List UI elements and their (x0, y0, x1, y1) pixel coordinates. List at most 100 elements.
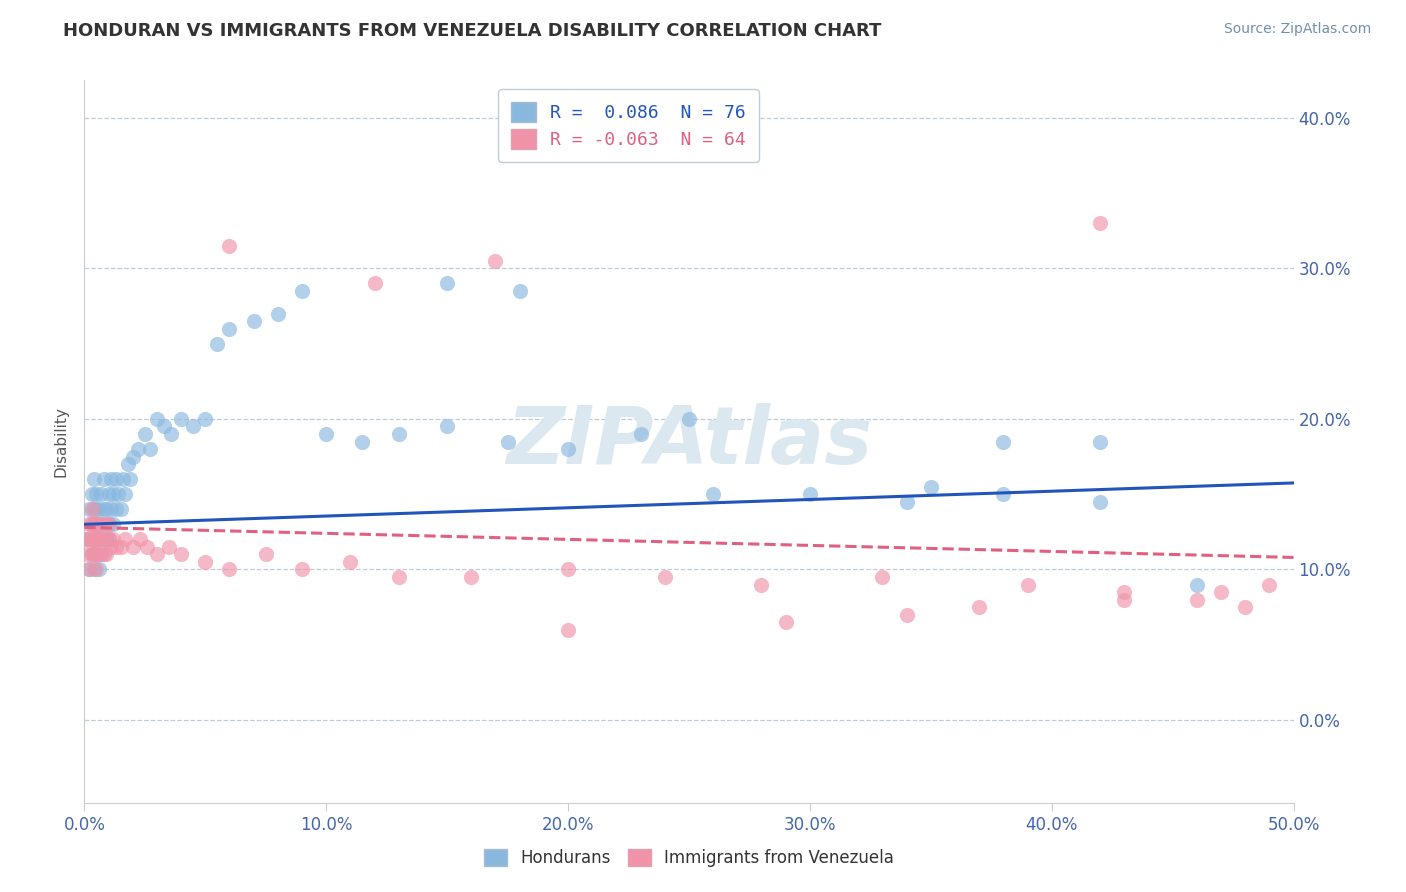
Point (86, 517, 108, 532)
Point (388, 427, 411, 442)
Point (242, 314, 264, 328)
Point (80, 517, 103, 532)
Point (77, 502, 100, 516)
Point (1185, 577, 1208, 591)
Point (146, 412, 169, 426)
Point (194, 555, 217, 569)
Point (93, 502, 115, 516)
Point (1114, 592, 1136, 607)
Point (630, 427, 652, 442)
Point (80, 533, 103, 547)
Point (107, 487, 129, 501)
Point (127, 442, 149, 456)
Point (129, 533, 152, 547)
Point (97, 533, 120, 547)
Point (872, 570, 894, 584)
Point (77, 517, 100, 532)
Point (1088, 494, 1111, 508)
Point (134, 427, 156, 442)
Point (86, 562, 108, 576)
Point (1017, 577, 1039, 591)
Point (291, 562, 314, 576)
Point (87, 533, 110, 547)
Point (104, 472, 127, 486)
Point (121, 450, 143, 464)
Point (94, 517, 117, 532)
Point (436, 277, 458, 291)
Y-axis label: Disability: Disability (53, 406, 69, 477)
Point (104, 540, 127, 554)
Point (90, 533, 112, 547)
Point (80, 548, 103, 562)
Point (967, 600, 990, 615)
Point (90, 533, 112, 547)
Point (100, 472, 122, 486)
Point (77, 562, 100, 576)
Point (352, 434, 374, 449)
Point (86, 502, 108, 516)
Point (267, 307, 290, 321)
Point (87, 548, 110, 562)
Point (76, 533, 98, 547)
Point (1088, 434, 1111, 449)
Point (170, 548, 193, 562)
Point (80, 517, 103, 532)
Point (460, 570, 482, 584)
Point (87, 562, 110, 576)
Point (86, 517, 108, 532)
Point (76, 533, 98, 547)
Point (110, 502, 132, 516)
Point (86, 487, 108, 501)
Point (509, 284, 531, 298)
Point (1114, 585, 1136, 599)
Point (484, 253, 506, 268)
Point (896, 494, 918, 508)
Point (157, 540, 180, 554)
Point (153, 419, 176, 434)
Text: ZIPAtlas: ZIPAtlas (506, 402, 872, 481)
Point (76, 548, 98, 562)
Point (993, 487, 1015, 501)
Point (751, 577, 773, 591)
Point (170, 412, 193, 426)
Point (120, 472, 142, 486)
Point (1209, 585, 1232, 599)
Point (114, 487, 136, 501)
Point (1088, 216, 1111, 230)
Point (87, 533, 110, 547)
Point (93, 533, 115, 547)
Point (83, 502, 105, 516)
Point (83, 517, 105, 532)
Point (557, 562, 579, 576)
Point (83, 562, 105, 576)
Point (110, 540, 132, 554)
Point (93, 472, 115, 486)
Point (86, 533, 108, 547)
Text: Source: ZipAtlas.com: Source: ZipAtlas.com (1223, 22, 1371, 37)
Point (207, 336, 229, 351)
Point (86, 548, 108, 562)
Point (87, 517, 110, 532)
Point (90, 517, 112, 532)
Text: HONDURAN VS IMMIGRANTS FROM VENEZUELA DISABILITY CORRELATION CHART: HONDURAN VS IMMIGRANTS FROM VENEZUELA DI… (63, 22, 882, 40)
Point (104, 502, 127, 516)
Point (87, 517, 110, 532)
Point (920, 480, 942, 494)
Point (94, 502, 117, 516)
Point (388, 570, 411, 584)
Point (218, 562, 240, 576)
Point (146, 548, 169, 562)
Point (90, 487, 112, 501)
Point (896, 607, 918, 622)
Point (496, 434, 519, 449)
Point (194, 412, 217, 426)
Point (77, 562, 100, 576)
Point (86, 533, 108, 547)
Point (83, 472, 105, 486)
Point (80, 502, 103, 516)
Point (678, 412, 700, 426)
Point (77, 533, 100, 547)
Point (100, 540, 122, 554)
Point (557, 623, 579, 637)
Point (702, 487, 724, 501)
